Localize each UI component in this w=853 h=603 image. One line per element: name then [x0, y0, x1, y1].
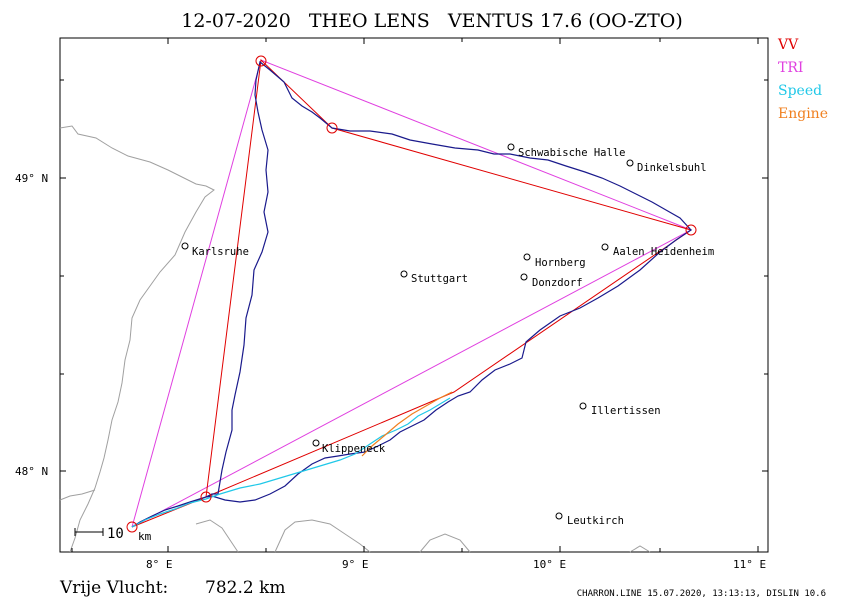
triangle-tri — [131, 59, 693, 528]
svg-text:Hornberg: Hornberg — [535, 257, 586, 269]
svg-text:Klippeneck: Klippeneck — [322, 443, 386, 455]
city-illertissen: Illertissen — [579, 402, 661, 417]
svg-text:Leutkirch: Leutkirch — [567, 515, 624, 527]
turnpoint-schwabisch — [326, 122, 338, 134]
speed-track — [131, 397, 451, 528]
lon-label-10: 10° E — [533, 558, 566, 571]
legend: VV TRI Speed Engine — [777, 37, 828, 122]
turnpoint-start — [126, 521, 138, 533]
distance-label: Vrije Vlucht: — [59, 578, 168, 598]
svg-text:Karlsruhe: Karlsruhe — [192, 246, 249, 258]
turnpoint-north — [255, 55, 267, 67]
svg-text:Dinkelsbuhl: Dinkelsbuhl — [637, 162, 707, 174]
turnpoint-south — [200, 491, 212, 503]
footer-info: CHARRON.LINE 15.07.2020, 13:13:13, DISLI… — [577, 589, 826, 599]
svg-text:Illertissen: Illertissen — [591, 405, 661, 417]
scale-bar: 10 km — [74, 526, 152, 543]
city-karlsruhe: Karlsruhe — [181, 242, 249, 258]
lon-label-11: 11° E — [733, 558, 766, 571]
flight-track — [131, 60, 692, 528]
legend-vv: VV — [777, 37, 799, 53]
turnpoint-east — [685, 224, 697, 236]
engine-track — [361, 391, 453, 457]
axis-ticks — [60, 38, 768, 552]
map-frame — [59, 37, 769, 553]
svg-text:Schwabische Halle: Schwabische Halle — [518, 147, 625, 159]
scale-bar-unit: km — [138, 530, 152, 543]
map-title: 12-07-2020 THEO LENS VENTUS 17.6 (OO-ZTO… — [181, 10, 683, 32]
svg-text:Stuttgart: Stuttgart — [411, 273, 468, 285]
city-schwabische-halle: Schwabische Halle — [507, 143, 625, 159]
svg-text:Donzdorf: Donzdorf — [532, 277, 583, 289]
turnpoints — [126, 55, 697, 533]
country-border — [59, 125, 651, 553]
route-vv — [131, 58, 693, 528]
city-klippeneck: Klippeneck — [312, 439, 386, 455]
lat-label-48: 48° N — [15, 465, 48, 478]
city-stuttgart: Stuttgart — [400, 270, 468, 285]
city-hornberg: Hornberg — [523, 253, 586, 269]
city-aalen-heidenheim: Aalen Heidenheim — [601, 243, 714, 258]
city-donzdorf: Donzdorf — [520, 273, 583, 289]
lon-label-9: 9° E — [342, 558, 369, 571]
svg-text:Aalen Heidenheim: Aalen Heidenheim — [613, 246, 714, 258]
distance-value: 782.2 km — [205, 578, 286, 598]
lat-label-49: 49° N — [15, 172, 48, 185]
city-dinkelsbuhl: Dinkelsbuhl — [626, 159, 707, 174]
legend-speed: Speed — [778, 83, 822, 99]
lon-label-8: 8° E — [146, 558, 173, 571]
scale-bar-value: 10 — [107, 526, 124, 542]
legend-engine: Engine — [778, 106, 828, 122]
city-labels: Karlsruhe Stuttgart Schwabische Halle Di… — [181, 143, 714, 527]
city-leutkirch: Leutkirch — [555, 512, 624, 527]
legend-tri: TRI — [778, 60, 803, 76]
